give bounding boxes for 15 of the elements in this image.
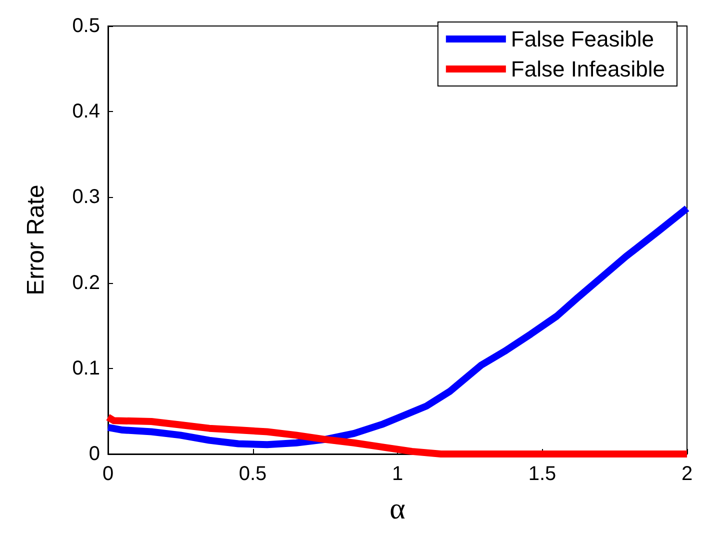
x-tick-label: 0.5 — [238, 463, 267, 485]
y-tick-label: 0.4 — [72, 100, 100, 123]
x-axis-title: α — [390, 492, 406, 526]
x-tick-label: 0 — [102, 463, 114, 485]
y-tick-label: 0.5 — [72, 15, 100, 37]
x-tick-label: 1.5 — [528, 463, 556, 485]
y-tick-label: 0.2 — [72, 272, 100, 294]
y-tick-label: 0.3 — [72, 186, 100, 208]
y-tick-label: 0.1 — [72, 357, 100, 380]
y-axis-title: Error Rate — [22, 184, 50, 296]
legend-label: False Infeasible — [510, 56, 666, 82]
legend-label: False Feasible — [510, 26, 654, 52]
y-tick-label: 0 — [88, 443, 100, 465]
x-tick-label: 2 — [681, 463, 693, 485]
x-tick-label: 1 — [392, 463, 404, 485]
